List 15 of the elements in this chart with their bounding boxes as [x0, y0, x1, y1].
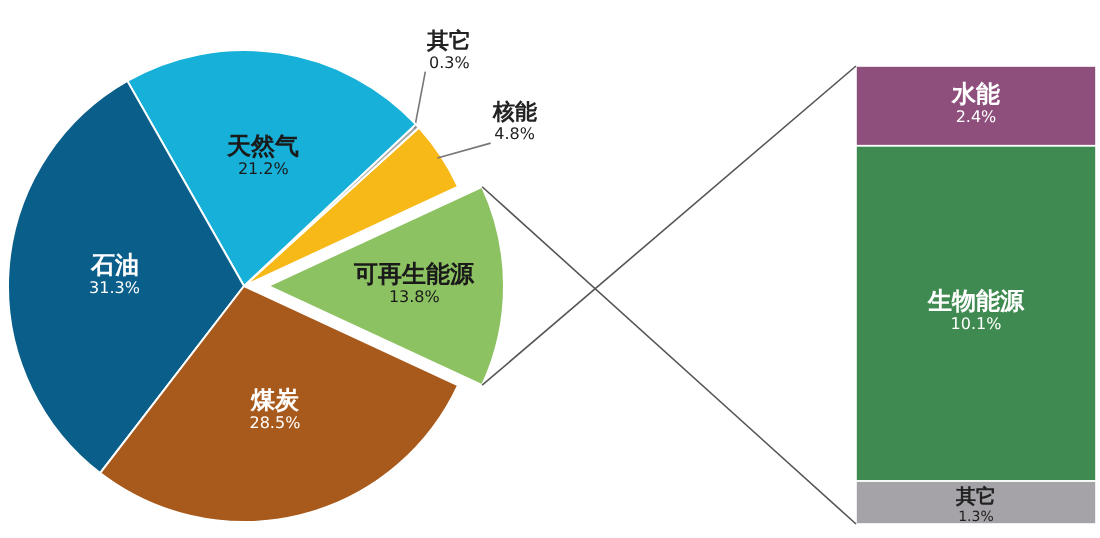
series-label: 水能 [950, 79, 1002, 108]
slice-label: 煤炭 [248, 386, 301, 415]
data-label: 10.1% [950, 315, 1003, 334]
series-label: 生物能源 [926, 287, 1026, 316]
data-label: 1.3% [958, 508, 995, 525]
slice-label: 其它 [425, 27, 472, 54]
data-label: 13.8% [388, 288, 441, 306]
data-label: 2.4% [955, 107, 998, 126]
data-label: 31.3% [89, 279, 141, 298]
slice-label: 核能 [490, 99, 539, 126]
data-label: 4.8% [494, 125, 536, 144]
data-label: 0.3% [429, 53, 471, 72]
series-label: 其它 [954, 484, 996, 509]
data-label: 28.5% [249, 414, 302, 433]
slice-label: 石油 [88, 251, 139, 280]
